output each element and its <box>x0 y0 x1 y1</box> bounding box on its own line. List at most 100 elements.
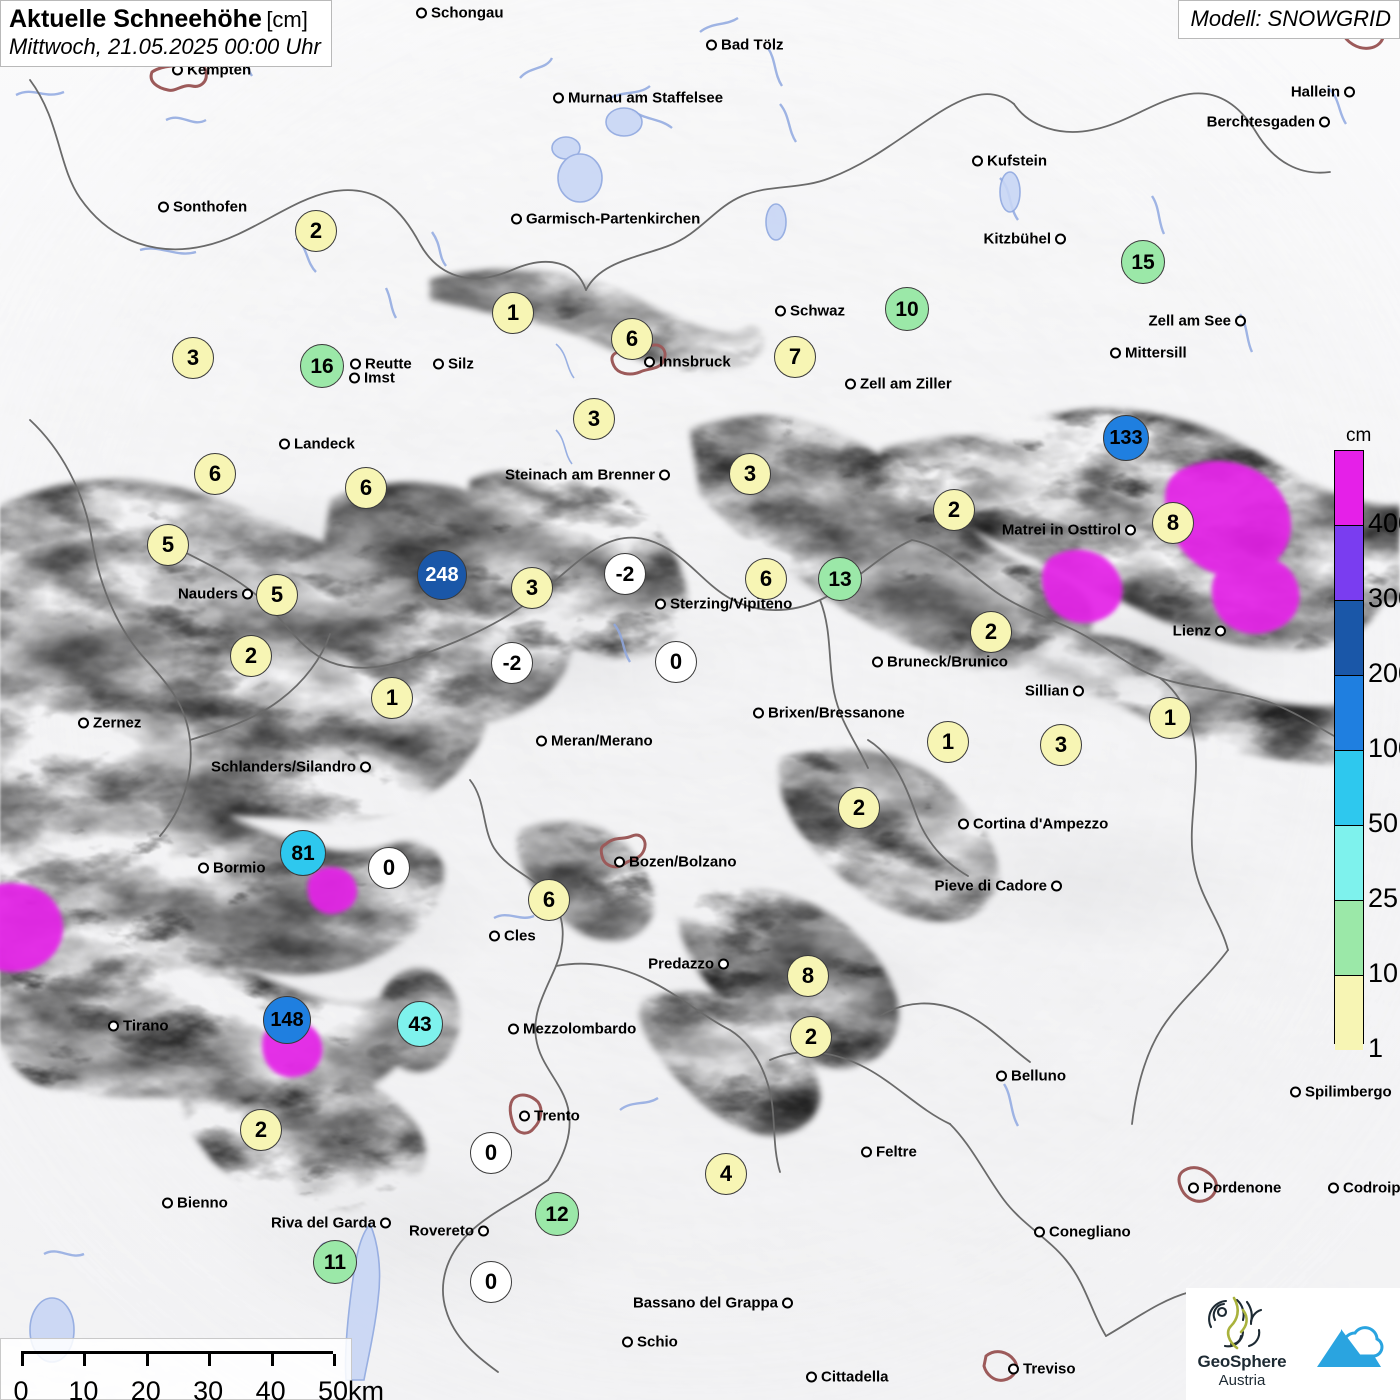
station-snow-depth-marker[interactable]: 1 <box>492 292 534 334</box>
station-snow-depth-marker[interactable]: 148 <box>263 996 311 1044</box>
place-dot-icon <box>1235 315 1246 327</box>
valid-time-label: Mittwoch, 21.05.2025 00:00 Uhr <box>9 34 321 59</box>
place-dot-icon <box>845 378 856 390</box>
place-dot-icon <box>279 438 290 450</box>
colorbar-band: 1 <box>1335 976 1383 1063</box>
station-snow-depth-marker[interactable]: 0 <box>470 1261 512 1303</box>
place-label: Cles <box>489 928 536 945</box>
station-snow-depth-marker[interactable]: 6 <box>528 879 570 921</box>
station-snow-depth-marker[interactable]: 3 <box>1040 724 1082 766</box>
colorbar-band: 25 <box>1335 826 1398 913</box>
station-snow-depth-marker[interactable]: 3 <box>729 453 771 495</box>
station-snow-depth-marker[interactable]: 7 <box>774 336 816 378</box>
station-snow-depth-marker[interactable]: 3 <box>573 398 615 440</box>
place-name: Murnau am Staffelsee <box>568 89 724 107</box>
colorbar-tick-label: 200 <box>1368 658 1400 688</box>
station-snow-depth-marker[interactable]: 6 <box>345 467 387 509</box>
station-snow-depth-marker[interactable]: 2 <box>295 210 337 252</box>
place-dot-icon <box>553 92 564 104</box>
place-label: Garmisch-Partenkirchen <box>511 211 700 228</box>
station-snow-depth-marker[interactable]: 2 <box>230 635 272 677</box>
station-snow-depth-marker[interactable]: 81 <box>280 830 326 876</box>
scale-tick-label: 30 <box>193 1376 224 1400</box>
station-snow-depth-marker[interactable]: 12 <box>535 1192 579 1236</box>
place-label: Steinach am Brenner <box>505 467 670 484</box>
place-dot-icon <box>972 155 983 167</box>
place-dot-icon <box>1110 347 1121 359</box>
scale-tick-label: 10 <box>68 1376 99 1400</box>
place-label: Landeck <box>279 436 355 453</box>
station-snow-depth-marker[interactable]: 1 <box>1149 697 1191 739</box>
station-snow-depth-marker[interactable]: 13 <box>818 557 862 601</box>
place-dot-icon <box>958 818 969 830</box>
place-label: Berchtesgaden <box>1207 114 1330 131</box>
station-snow-depth-marker[interactable]: 16 <box>300 344 344 388</box>
station-snow-depth-marker[interactable]: 2 <box>790 1016 832 1058</box>
scale-tick <box>83 1354 87 1366</box>
place-label: Zell am Ziller <box>845 376 952 393</box>
place-label: Kufstein <box>972 153 1047 170</box>
place-name: Schio <box>637 1333 678 1351</box>
colorbar-gradient: 400 300 200 100 50 25 10 1 <box>1334 450 1400 1063</box>
place-label: Schlanders/Silandro <box>211 759 371 776</box>
station-snow-depth-marker[interactable]: -2 <box>491 642 533 684</box>
place-label: Predazzo <box>648 956 729 973</box>
station-snow-depth-marker[interactable]: 1 <box>927 721 969 763</box>
scale-ruler: 0 10 20 30 40 50km <box>13 1351 384 1400</box>
station-snow-depth-marker[interactable]: 5 <box>147 524 189 566</box>
place-name: Zernez <box>93 714 142 732</box>
place-label: Bormio <box>198 860 266 877</box>
station-snow-depth-marker[interactable]: 2 <box>933 489 975 531</box>
station-snow-depth-marker[interactable]: -2 <box>604 553 646 595</box>
station-snow-depth-marker[interactable]: 3 <box>172 337 214 379</box>
station-snow-depth-marker[interactable]: 15 <box>1121 240 1165 284</box>
station-snow-depth-marker[interactable]: 8 <box>787 955 829 997</box>
place-name: Spilimbergo <box>1305 1083 1392 1101</box>
place-name: Feltre <box>876 1143 917 1161</box>
place-label: Riva del Garda <box>271 1215 391 1232</box>
station-snow-depth-marker[interactable]: 6 <box>194 453 236 495</box>
place-dot-icon <box>1328 1182 1339 1194</box>
station-snow-depth-marker[interactable]: 43 <box>397 1001 443 1047</box>
place-dot-icon <box>1125 524 1136 536</box>
station-snow-depth-marker[interactable]: 11 <box>313 1240 357 1284</box>
place-label: Zell am See <box>1148 313 1246 330</box>
station-snow-depth-marker[interactable]: 8 <box>1152 502 1194 544</box>
station-snow-depth-marker[interactable]: 5 <box>256 574 298 616</box>
place-dot-icon <box>622 1336 633 1348</box>
place-label: Conegliano <box>1034 1224 1131 1241</box>
geosphere-subname: Austria <box>1218 1372 1266 1389</box>
station-snow-depth-marker[interactable]: 3 <box>511 567 553 609</box>
station-snow-depth-marker[interactable]: 6 <box>745 558 787 600</box>
place-name: Meran/Merano <box>551 732 653 750</box>
place-label: Rovereto <box>409 1223 489 1240</box>
map-title-box: Aktuelle Schneehöhe [cm] Mittwoch, 21.05… <box>0 0 332 67</box>
place-dot-icon <box>706 39 717 51</box>
scale-tick-label: 50km <box>317 1376 385 1400</box>
place-dot-icon <box>644 356 655 368</box>
place-label: Belluno <box>996 1068 1066 1085</box>
place-dot-icon <box>433 358 444 370</box>
station-snow-depth-marker[interactable]: 2 <box>970 611 1012 653</box>
station-snow-depth-marker[interactable]: 0 <box>655 641 697 683</box>
station-snow-depth-marker[interactable]: 2 <box>240 1109 282 1151</box>
station-snow-depth-marker[interactable]: 133 <box>1103 415 1149 461</box>
geosphere-swirl-icon <box>1208 1296 1263 1350</box>
station-snow-depth-marker[interactable]: 0 <box>368 847 410 889</box>
place-name: Imst <box>364 369 395 387</box>
station-snow-depth-marker[interactable]: 2 <box>838 787 880 829</box>
station-snow-depth-marker[interactable]: 0 <box>470 1132 512 1174</box>
station-snow-depth-marker[interactable]: 1 <box>371 677 413 719</box>
place-dot-icon <box>782 1297 793 1309</box>
place-name: Rovereto <box>408 1222 474 1240</box>
station-snow-depth-marker[interactable]: 4 <box>705 1153 747 1195</box>
station-snow-depth-marker[interactable]: 6 <box>611 318 653 360</box>
place-name: Lienz <box>1172 622 1211 640</box>
station-snow-depth-marker[interactable]: 10 <box>885 287 929 331</box>
place-dot-icon <box>655 598 666 610</box>
place-label: Pordenone <box>1188 1180 1281 1197</box>
place-dot-icon <box>872 656 883 668</box>
place-dot-icon <box>489 930 500 942</box>
station-snow-depth-marker[interactable]: 248 <box>417 550 467 600</box>
